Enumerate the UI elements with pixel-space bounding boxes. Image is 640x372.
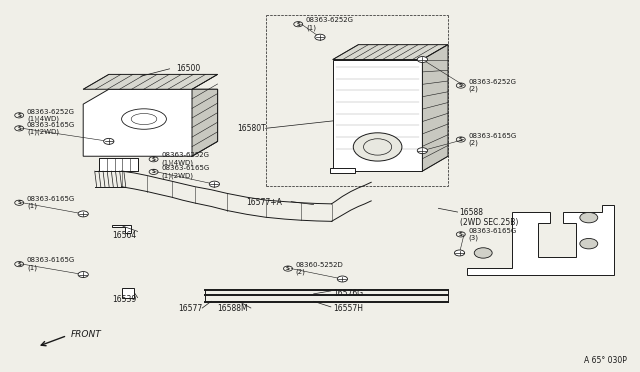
Text: 08360-5252D
(2): 08360-5252D (2) (296, 262, 344, 275)
Polygon shape (333, 45, 448, 60)
Text: S: S (152, 157, 156, 162)
Circle shape (454, 250, 465, 256)
Circle shape (580, 238, 598, 249)
Text: 16580T: 16580T (237, 124, 266, 133)
Text: 08363-6165G
(2): 08363-6165G (2) (468, 133, 516, 146)
Text: 16588
(2WD SEC.25B): 16588 (2WD SEC.25B) (460, 208, 518, 227)
Text: S: S (17, 113, 21, 118)
Circle shape (417, 148, 428, 154)
Text: S: S (296, 22, 300, 27)
Text: S: S (17, 126, 21, 131)
Text: S: S (152, 169, 156, 174)
Text: S: S (459, 83, 463, 88)
Text: 16557H: 16557H (333, 304, 363, 313)
Text: 16577: 16577 (178, 304, 202, 312)
Text: FRONT: FRONT (70, 330, 101, 339)
Circle shape (78, 272, 88, 278)
Circle shape (353, 133, 402, 161)
Text: 16588M: 16588M (218, 304, 248, 313)
Text: S: S (459, 137, 463, 142)
Text: 08363-6252G
(1)(4WD): 08363-6252G (1)(4WD) (27, 109, 75, 122)
Text: S: S (286, 266, 290, 271)
Text: 08363-6252G
(1): 08363-6252G (1) (306, 17, 354, 31)
Circle shape (417, 57, 428, 62)
Polygon shape (467, 205, 614, 275)
Text: 16577+A: 16577+A (246, 198, 282, 207)
Text: 08363-6252G
(1)(4WD): 08363-6252G (1)(4WD) (161, 153, 209, 166)
Circle shape (78, 211, 88, 217)
Text: 08363-6165G
(1)(2WD): 08363-6165G (1)(2WD) (27, 122, 75, 135)
Text: S: S (17, 200, 21, 205)
Polygon shape (99, 158, 138, 171)
Text: 16576G: 16576G (333, 289, 363, 298)
Circle shape (209, 181, 220, 187)
Polygon shape (83, 74, 218, 89)
Text: 16539: 16539 (112, 295, 136, 304)
Text: 16500: 16500 (176, 64, 200, 73)
Circle shape (337, 276, 348, 282)
Circle shape (104, 138, 114, 144)
Polygon shape (122, 288, 134, 298)
Text: 16564: 16564 (112, 231, 136, 240)
Polygon shape (422, 45, 448, 171)
Circle shape (580, 212, 598, 223)
Text: 08363-6165G
(1): 08363-6165G (1) (27, 257, 75, 271)
Text: S: S (459, 232, 463, 237)
Circle shape (474, 248, 492, 258)
Polygon shape (83, 89, 218, 156)
Text: 08363-6165G
(1): 08363-6165G (1) (27, 196, 75, 209)
Polygon shape (330, 168, 355, 173)
Text: 08363-6165G
(1)(2WD): 08363-6165G (1)(2WD) (161, 165, 209, 179)
Polygon shape (112, 225, 131, 232)
Polygon shape (192, 89, 218, 156)
Text: 08363-6252G
(2): 08363-6252G (2) (468, 79, 516, 92)
Text: 08363-6165G
(3): 08363-6165G (3) (468, 228, 516, 241)
Polygon shape (333, 60, 422, 171)
Text: S: S (17, 262, 21, 267)
Text: A 65° 030P: A 65° 030P (584, 356, 627, 365)
Circle shape (315, 34, 325, 40)
